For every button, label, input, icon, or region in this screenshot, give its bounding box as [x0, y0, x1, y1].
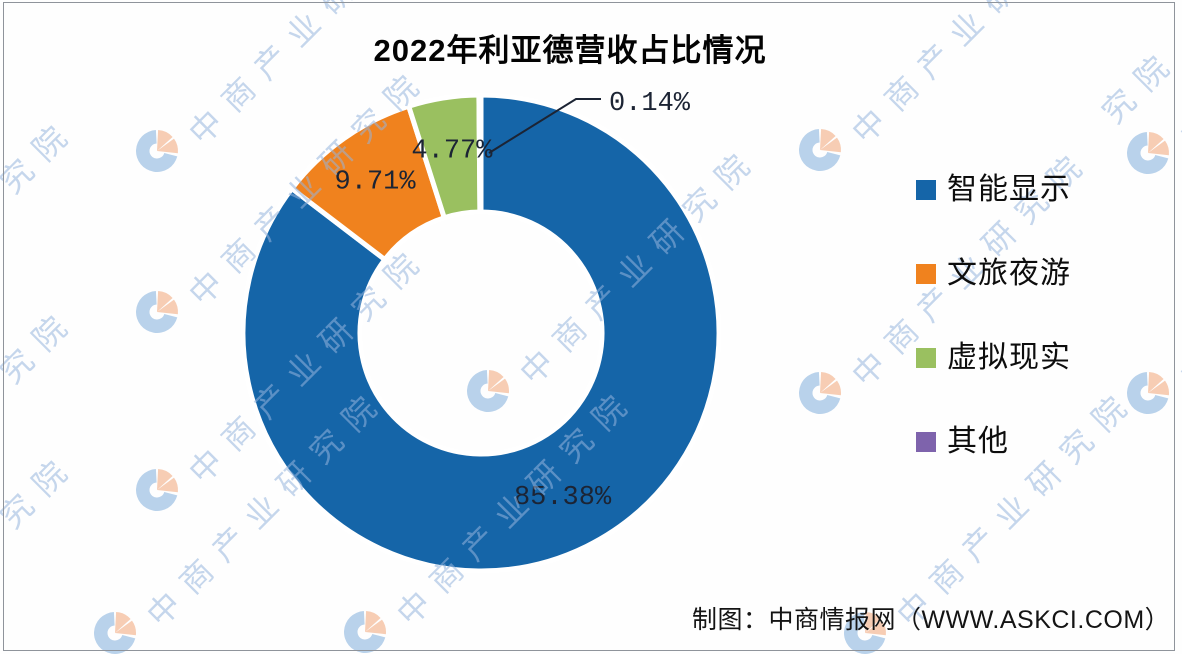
- slice-label-虚拟现实: 4.77%: [411, 136, 493, 166]
- slice-其他: [476, 92, 484, 215]
- legend-item-虚拟现实: 虚拟现实: [916, 341, 1071, 375]
- chart-title: 2022年利亚德营收占比情况: [373, 33, 767, 68]
- slice-智能显示: [240, 92, 722, 574]
- legend-label: 智能显示: [947, 173, 1071, 206]
- legend-label: 虚拟现实: [947, 341, 1071, 374]
- callout-leader-line: [488, 98, 601, 154]
- legend-swatch-icon: [916, 432, 936, 452]
- slice-label-文旅夜游: 9.71%: [335, 168, 417, 198]
- legend-label: 其他: [947, 425, 1009, 458]
- slice-label-智能显示: 85.38%: [514, 483, 612, 513]
- legend-swatch-icon: [916, 180, 936, 200]
- legend-label: 文旅夜游: [947, 257, 1071, 290]
- legend-swatch-icon: [916, 348, 936, 368]
- legend-item-文旅夜游: 文旅夜游: [916, 257, 1071, 291]
- legend-item-其他: 其他: [916, 425, 1009, 459]
- callout-label-其他: 0.14%: [609, 89, 691, 119]
- attribution-text: 制图：中商情报网（WWW.ASKCI.COM）: [692, 606, 1171, 634]
- legend-swatch-icon: [916, 264, 936, 284]
- legend-item-智能显示: 智能显示: [916, 173, 1071, 207]
